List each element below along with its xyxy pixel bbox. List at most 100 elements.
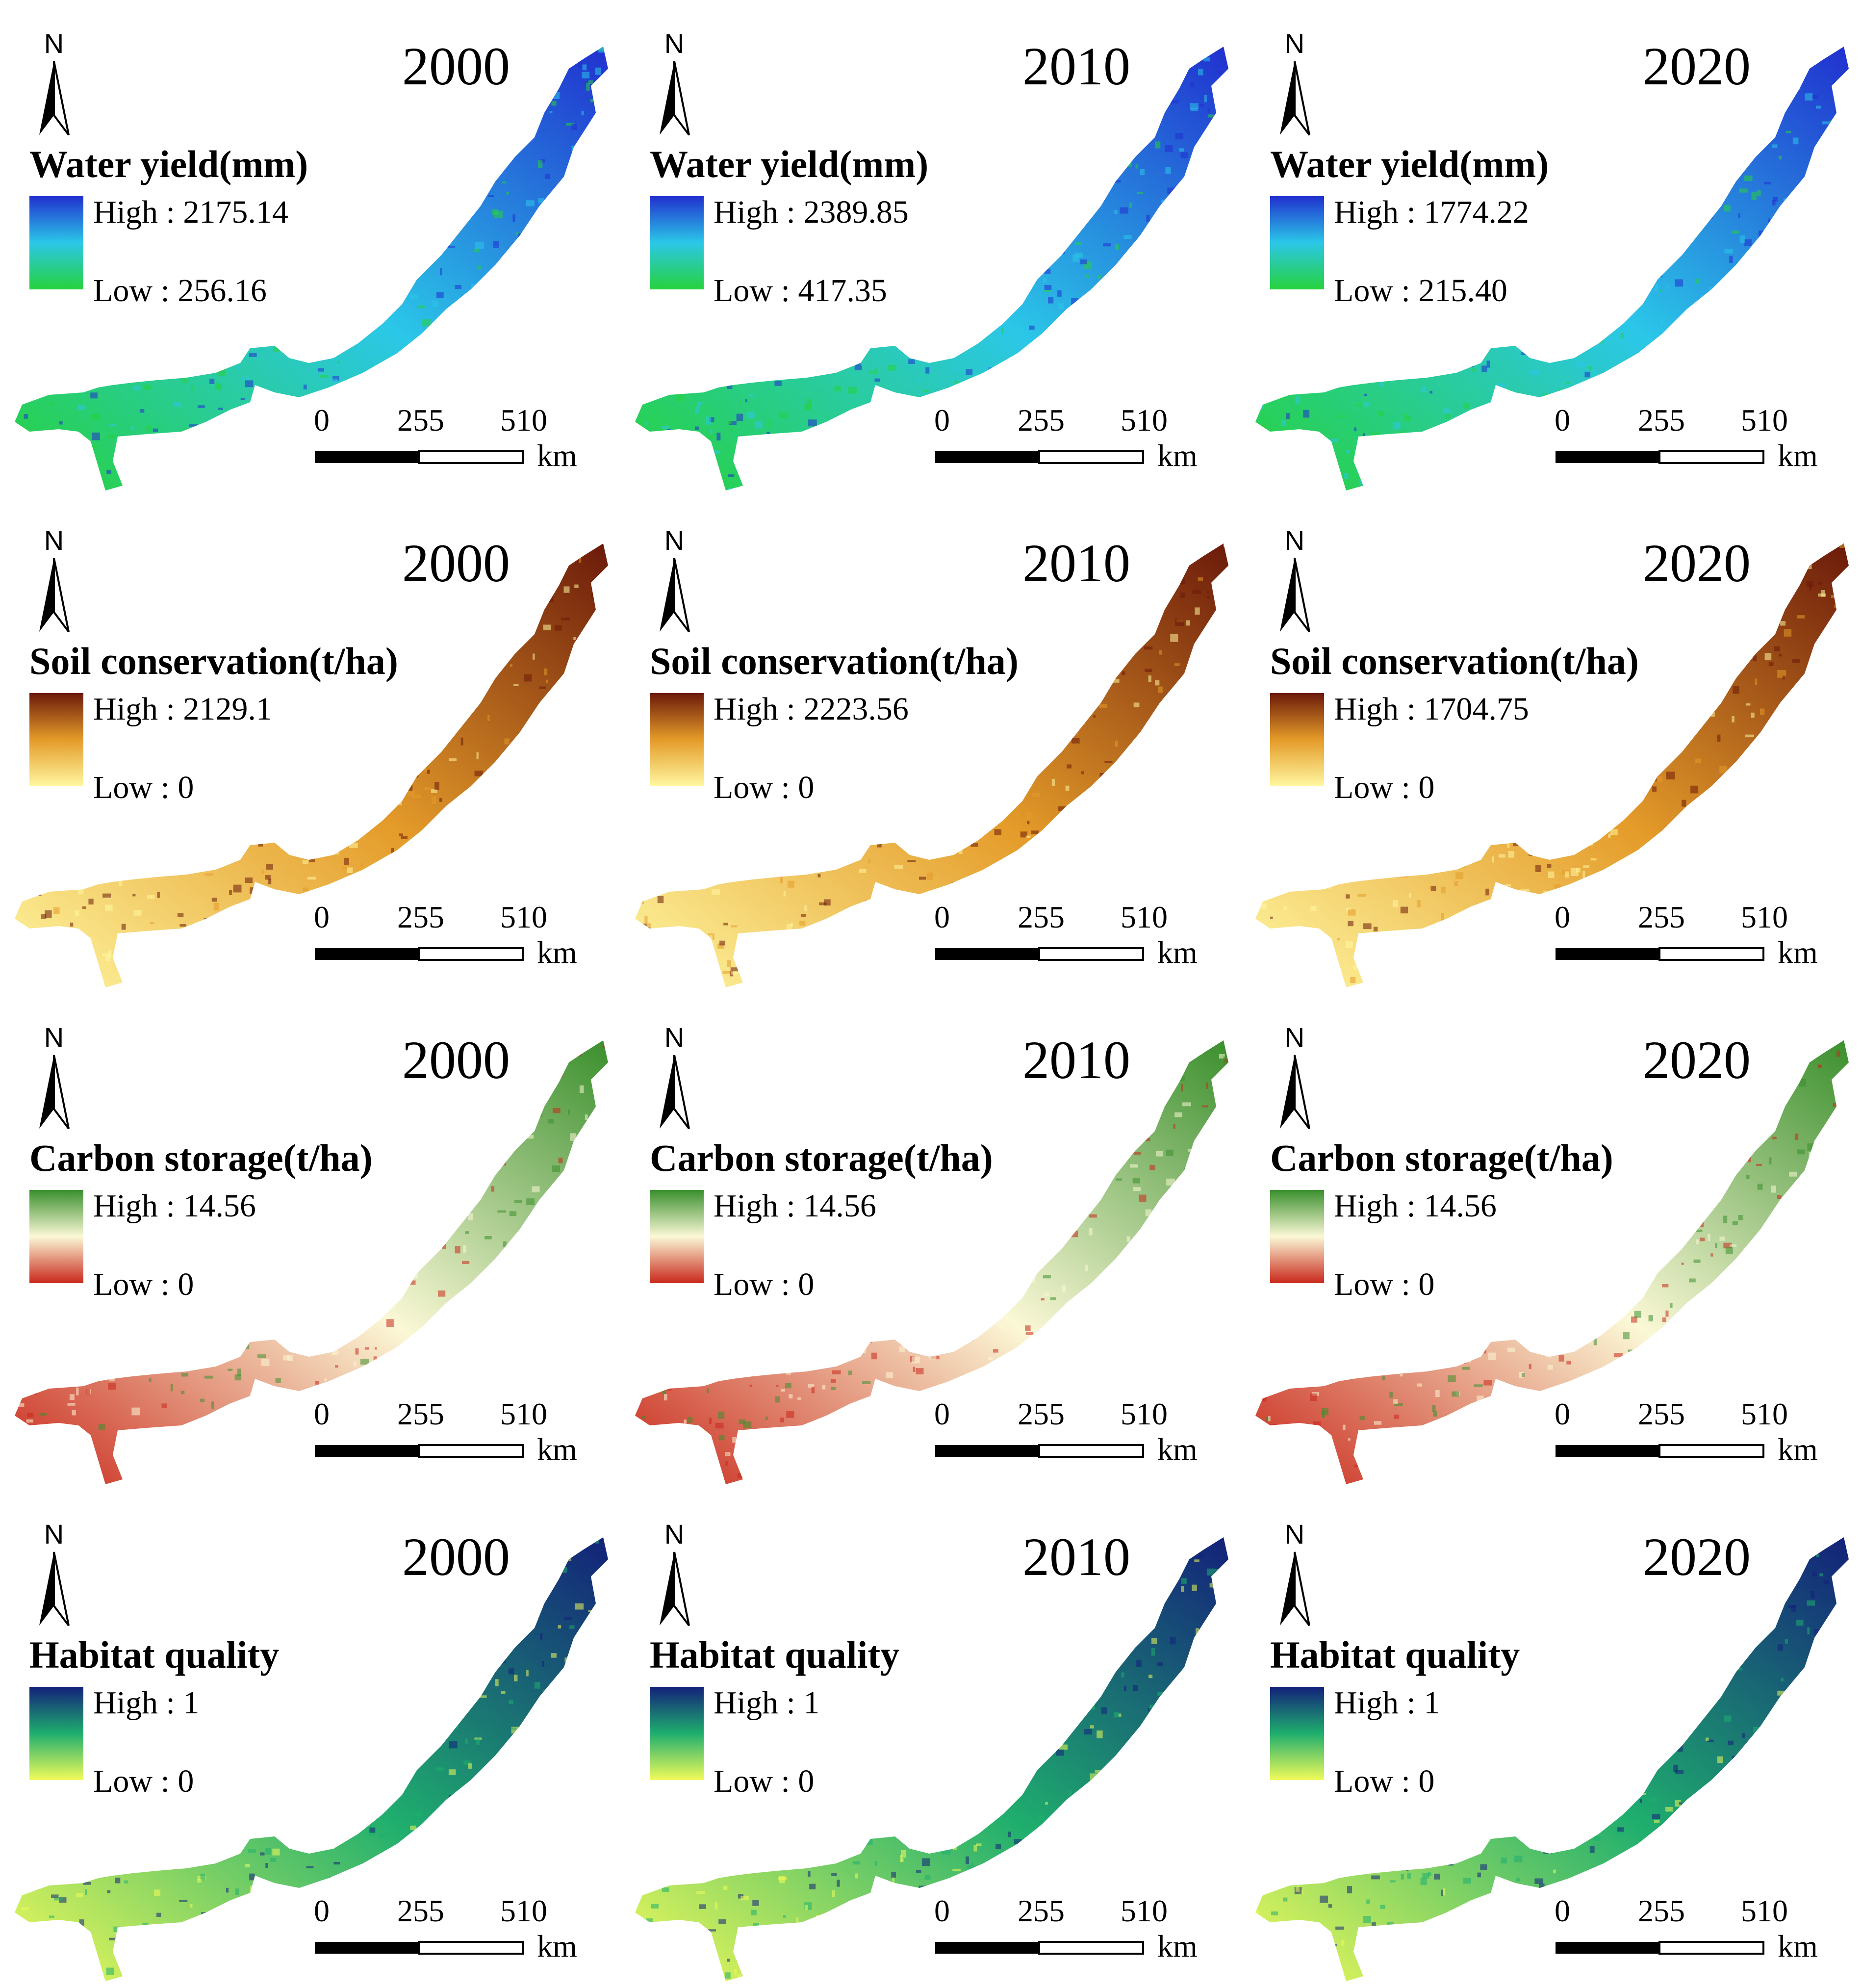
map-panel-water-2000: N 2000 Water yield(mm) High : 2175.14 Low : … [0, 0, 620, 497]
north-label: N [44, 526, 64, 556]
scale-tick-label: 0 [934, 1893, 950, 1928]
legend-title: Habitat quality [29, 1633, 280, 1676]
legend-high-value: High : 14.56 [1334, 1188, 1497, 1224]
north-label: N [664, 526, 684, 556]
legend-low-value: Low : 0 [93, 1266, 194, 1302]
north-arrow-icon: N [1280, 1023, 1310, 1130]
legend-high-value: High : 2223.56 [714, 691, 909, 727]
region-map [15, 1040, 608, 1484]
legend-title: Carbon storage(t/ha) [1270, 1136, 1613, 1179]
scale-tick-label: 255 [397, 403, 444, 438]
scale-tick-label: 510 [1741, 1893, 1788, 1928]
legend-low-value: Low : 417.35 [714, 273, 887, 309]
map-panel-soil-2020: N 2020 Soil conservation(t/ha) High : 1704.… [1241, 497, 1861, 994]
map-panel-habitat-2000: N 2000 Habitat quality High : 1 Low : 0 0 255 5… [0, 1491, 620, 1988]
scale-bar-graphic [1556, 947, 1764, 961]
scale-bar-graphic [315, 947, 524, 961]
legend-low-value: Low : 0 [93, 770, 194, 805]
scale-tick-label: 0 [314, 403, 330, 438]
year-label: 2020 [1643, 1527, 1751, 1587]
scale-tick-label: 0 [314, 1396, 330, 1431]
legend-title: Water yield(mm) [650, 143, 929, 185]
scale-bar-graphic [935, 1444, 1144, 1458]
region-map [15, 47, 608, 491]
scale-unit-label: km [537, 1929, 577, 1963]
scale-bar: 0 255 510 km [314, 899, 618, 987]
north-label: N [664, 29, 684, 59]
scale-unit-label: km [537, 935, 577, 970]
legend-high-value: High : 2129.1 [93, 691, 272, 727]
scale-tick-label: 510 [1121, 1893, 1168, 1928]
scale-unit-label: km [1157, 1432, 1198, 1467]
region-shape [1255, 1537, 1849, 1981]
map-panel-carbon-2000: N 2000 Carbon storage(t/ha) High : 14.56 Low… [0, 994, 620, 1491]
scale-tick-label: 255 [1018, 1893, 1065, 1928]
scale-tick-label: 510 [500, 1396, 547, 1431]
scale-unit-label: km [1778, 1929, 1818, 1963]
scale-unit-label: km [1157, 935, 1198, 970]
scale-tick-label: 255 [1638, 900, 1685, 934]
map-panel-soil-2010: N 2010 Soil conservation(t/ha) High : 2223.… [620, 497, 1241, 994]
legend-low-value: Low : 0 [714, 1266, 815, 1302]
north-label: N [44, 1520, 64, 1549]
region-shape [15, 543, 608, 987]
scale-tick-label: 255 [1018, 403, 1065, 438]
north-label: N [664, 1023, 684, 1053]
legend-color-ramp [1270, 196, 1324, 289]
scale-tick-label: 510 [1121, 900, 1168, 934]
year-label: 2020 [1643, 533, 1751, 593]
north-label: N [44, 1023, 64, 1053]
north-label: N [664, 1520, 684, 1549]
scale-tick-label: 510 [1741, 1396, 1788, 1431]
region-shape [635, 47, 1228, 491]
year-label: 2020 [1643, 36, 1751, 96]
scale-tick-label: 255 [1638, 1396, 1685, 1431]
north-arrow-icon: N [660, 1520, 690, 1627]
scale-tick-label: 0 [1555, 1893, 1570, 1928]
scale-tick-label: 255 [1018, 1396, 1065, 1431]
year-label: 2020 [1643, 1030, 1751, 1090]
region-shape [1255, 1040, 1849, 1484]
year-label: 2010 [1022, 36, 1130, 96]
scale-tick-label: 255 [1638, 403, 1685, 438]
legend-color-ramp [29, 196, 83, 289]
scale-bar: 0 255 510 km [1555, 402, 1859, 491]
legend-color-ramp [29, 693, 83, 786]
region-shape [15, 47, 608, 491]
scale-bar: 0 255 510 km [314, 1893, 618, 1981]
scale-unit-label: km [1157, 1929, 1198, 1963]
scale-tick-label: 255 [1018, 900, 1065, 934]
legend-title: Soil conservation(t/ha) [1270, 640, 1639, 682]
scale-bar-graphic [1556, 1444, 1764, 1458]
scale-bar: 0 255 510 km [314, 1396, 618, 1484]
scale-tick-label: 255 [397, 1396, 444, 1431]
legend-high-value: High : 14.56 [714, 1188, 876, 1224]
scale-tick-label: 0 [934, 403, 950, 438]
scale-tick-label: 0 [1555, 403, 1570, 438]
year-label: 2000 [402, 1527, 510, 1587]
legend-color-ramp [1270, 1687, 1324, 1780]
scale-tick-label: 510 [500, 403, 547, 438]
scale-unit-label: km [537, 1432, 577, 1467]
year-label: 2010 [1022, 1030, 1130, 1090]
region-map [1255, 1040, 1849, 1484]
legend-low-value: Low : 0 [714, 1763, 815, 1799]
legend-low-value: Low : 215.40 [1334, 273, 1507, 309]
year-label: 2000 [402, 533, 510, 593]
scale-unit-label: km [1157, 438, 1198, 473]
map-panel-water-2020: N 2020 Water yield(mm) High : 1774.22 Low : … [1241, 0, 1861, 497]
legend-high-value: High : 2389.85 [714, 194, 909, 230]
map-panel-water-2010: N 2010 Water yield(mm) High : 2389.85 Low : … [620, 0, 1241, 497]
legend-high-value: High : 14.56 [93, 1188, 256, 1224]
scale-bar: 0 255 510 km [1555, 1396, 1859, 1484]
region-map [15, 1537, 608, 1981]
scale-bar-graphic [1556, 450, 1764, 464]
north-arrow-icon: N [660, 29, 690, 136]
legend-title: Water yield(mm) [29, 143, 308, 185]
legend-high-value: High : 1 [714, 1685, 820, 1721]
legend-color-ramp [29, 1687, 83, 1780]
scale-tick-label: 510 [500, 1893, 547, 1928]
legend-title: Habitat quality [650, 1633, 900, 1676]
map-panel-carbon-2020: N 2020 Carbon storage(t/ha) High : 14.56 Low… [1241, 994, 1861, 1491]
